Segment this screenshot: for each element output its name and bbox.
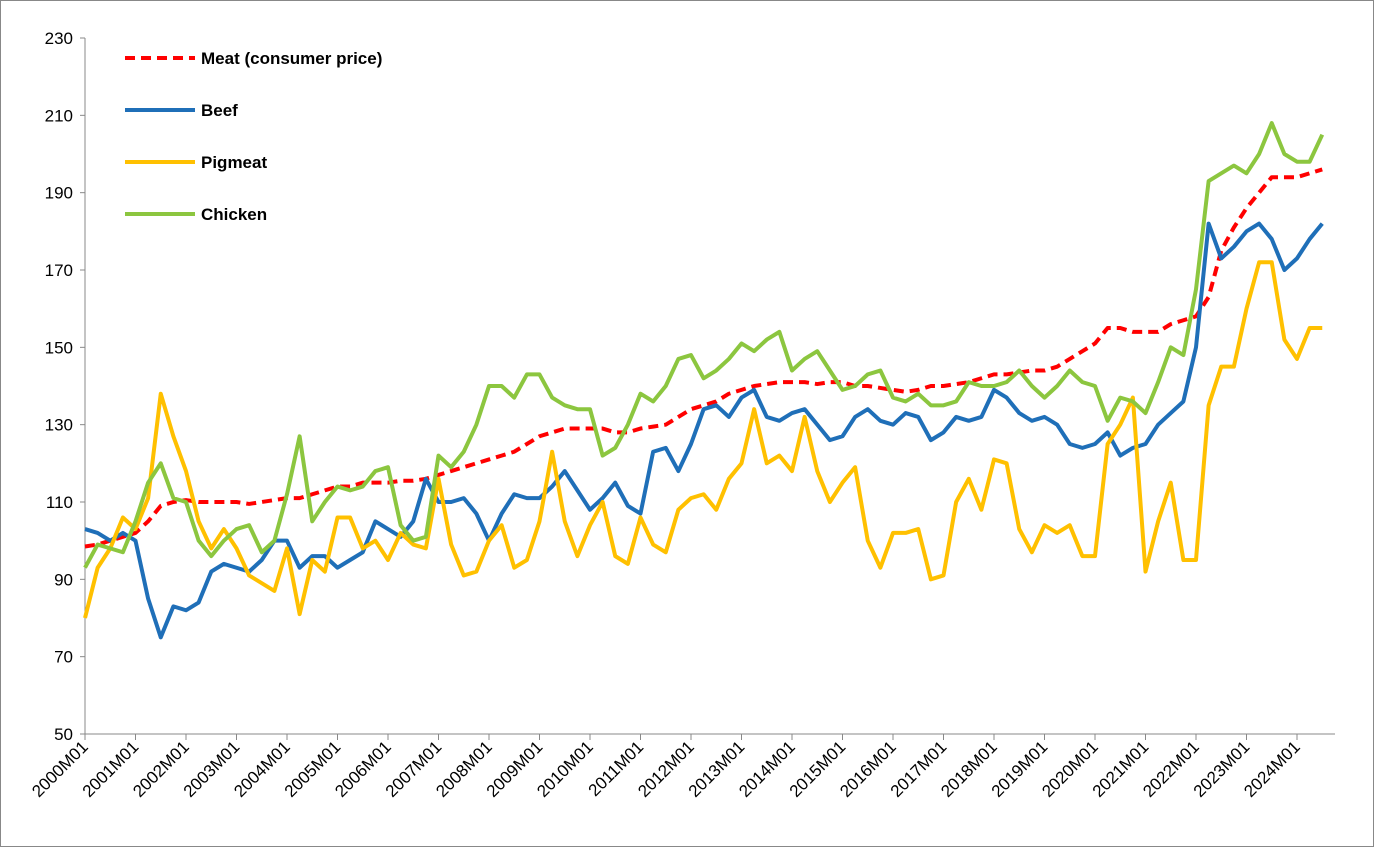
- y-tick-label: 90: [54, 570, 73, 589]
- y-tick-label: 110: [46, 493, 73, 512]
- y-tick-label: 50: [54, 725, 73, 744]
- legend-label: Pigmeat: [201, 153, 267, 172]
- line-series: [84, 221, 1324, 640]
- y-tick-label: 70: [54, 648, 73, 667]
- y-tick-label: 190: [45, 184, 73, 203]
- legend-label: Beef: [201, 101, 238, 120]
- y-tick-label: 150: [45, 338, 73, 357]
- line-series: [83, 260, 1323, 619]
- y-tick-label: 210: [45, 106, 73, 125]
- y-tick-label: 170: [45, 261, 73, 280]
- y-tick-label: 230: [45, 29, 73, 48]
- y-tick-label: 130: [45, 416, 73, 435]
- legend-label: Meat (consumer price): [201, 49, 382, 68]
- line-series: [83, 121, 1325, 569]
- legend-label: Chicken: [201, 205, 267, 224]
